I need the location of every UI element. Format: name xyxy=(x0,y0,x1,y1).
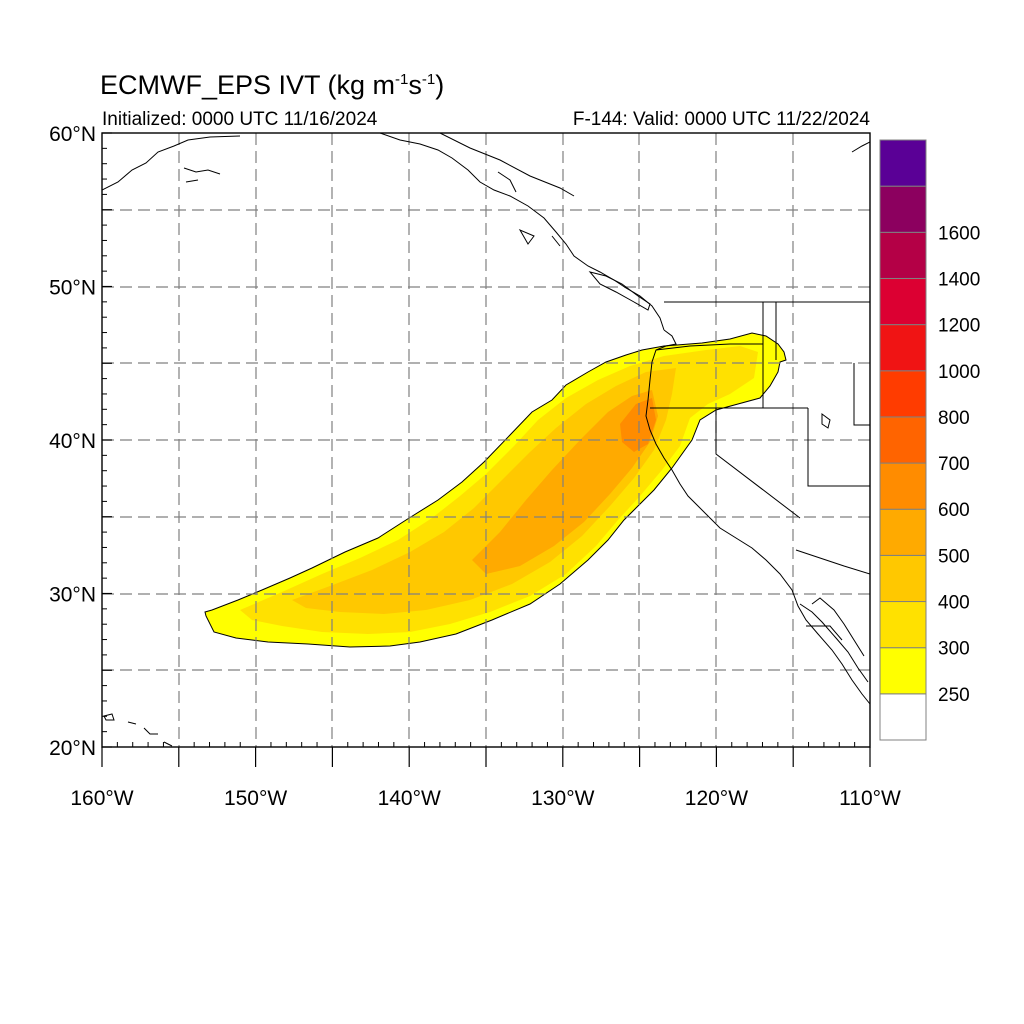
alaska-islands xyxy=(183,167,561,247)
lat-tick-label: 20°N xyxy=(49,737,96,760)
colorbar-label: 600 xyxy=(938,500,970,521)
colorbar-label: 1600 xyxy=(938,223,980,244)
colorbar-swatch xyxy=(879,647,927,695)
lat-tick-label: 40°N xyxy=(49,430,96,453)
colorbar-label: 250 xyxy=(938,685,970,706)
colorbar-swatch xyxy=(879,508,927,556)
colorbar-swatch xyxy=(879,416,927,464)
ivt-contour-500 xyxy=(472,390,658,574)
baja-peninsula xyxy=(799,597,869,683)
us-mexico-border xyxy=(795,549,870,575)
lon-tick-label: 150°W xyxy=(224,787,287,810)
longitude-ticks: 160°W 150°W 140°W 130°W 120°W 110°W xyxy=(70,747,901,810)
political-boundaries xyxy=(439,133,870,641)
lon-tick-label: 160°W xyxy=(70,787,133,810)
hawaii xyxy=(103,713,173,747)
minor-ticks xyxy=(102,147,856,747)
colorbar-label: 1400 xyxy=(938,269,980,290)
colorbar-label: 800 xyxy=(938,408,970,429)
lon-tick-label: 120°W xyxy=(685,787,748,810)
alaska-canada-border xyxy=(439,133,575,197)
california-nevada-border xyxy=(715,408,801,519)
us-west-coast xyxy=(645,329,870,705)
ivt-contour-400 xyxy=(292,368,676,614)
lon-tick-label: 130°W xyxy=(531,787,594,810)
lon-tick-label: 140°W xyxy=(378,787,441,810)
washington-oregon-border xyxy=(655,343,763,351)
colorbar-swatch xyxy=(879,231,927,279)
colorbar-swatch xyxy=(879,185,927,233)
colorbar-label: 700 xyxy=(938,454,970,475)
colorbar-swatch xyxy=(879,370,927,418)
hudson-bay-edge xyxy=(851,141,870,153)
mexico-state-border xyxy=(806,625,843,641)
colorbar-label: 500 xyxy=(938,546,970,567)
great-salt-lake xyxy=(821,413,831,429)
latitude-ticks: 60°N 50°N 40°N 30°N 20°N xyxy=(49,123,112,760)
coastlines xyxy=(102,133,870,747)
colorbar-swatch xyxy=(879,277,927,326)
lat-tick-label: 60°N xyxy=(49,123,96,146)
colorbar-label: 400 xyxy=(938,593,970,614)
graticule xyxy=(102,133,870,747)
ivt-field xyxy=(204,332,787,648)
idaho-border xyxy=(762,302,777,408)
lat-tick-label: 50°N xyxy=(49,277,96,300)
map-plot-area xyxy=(102,133,870,747)
colorbar-label: 300 xyxy=(938,639,970,660)
nevada-utah-border xyxy=(807,408,870,487)
colorbar-swatch xyxy=(879,554,927,603)
colorbar: 250 300 400 500 600 700 800 1000 1200 1400 1600 xyxy=(879,139,980,741)
lon-tick-label: 110°W xyxy=(839,787,901,810)
colorbar-label: 1200 xyxy=(938,316,980,337)
colorbar-swatch xyxy=(879,139,927,187)
colorbar-label: 1000 xyxy=(938,362,980,383)
initialized-label: Initialized: 0000 UTC 11/16/2024 xyxy=(102,109,378,130)
colorbar-swatch xyxy=(879,324,927,372)
valid-time-label: F-144: Valid: 0000 UTC 11/22/2024 xyxy=(572,109,870,130)
colorbar-swatch xyxy=(879,462,927,510)
montana-wyoming-border xyxy=(853,363,870,426)
bc-islands xyxy=(588,271,651,311)
colorbar-swatch xyxy=(879,693,927,741)
map-title: ECMWF_EPS IVT (kg m-1s-1) xyxy=(100,70,445,100)
lat-tick-label: 30°N xyxy=(49,584,96,607)
colorbar-swatch xyxy=(879,601,927,649)
